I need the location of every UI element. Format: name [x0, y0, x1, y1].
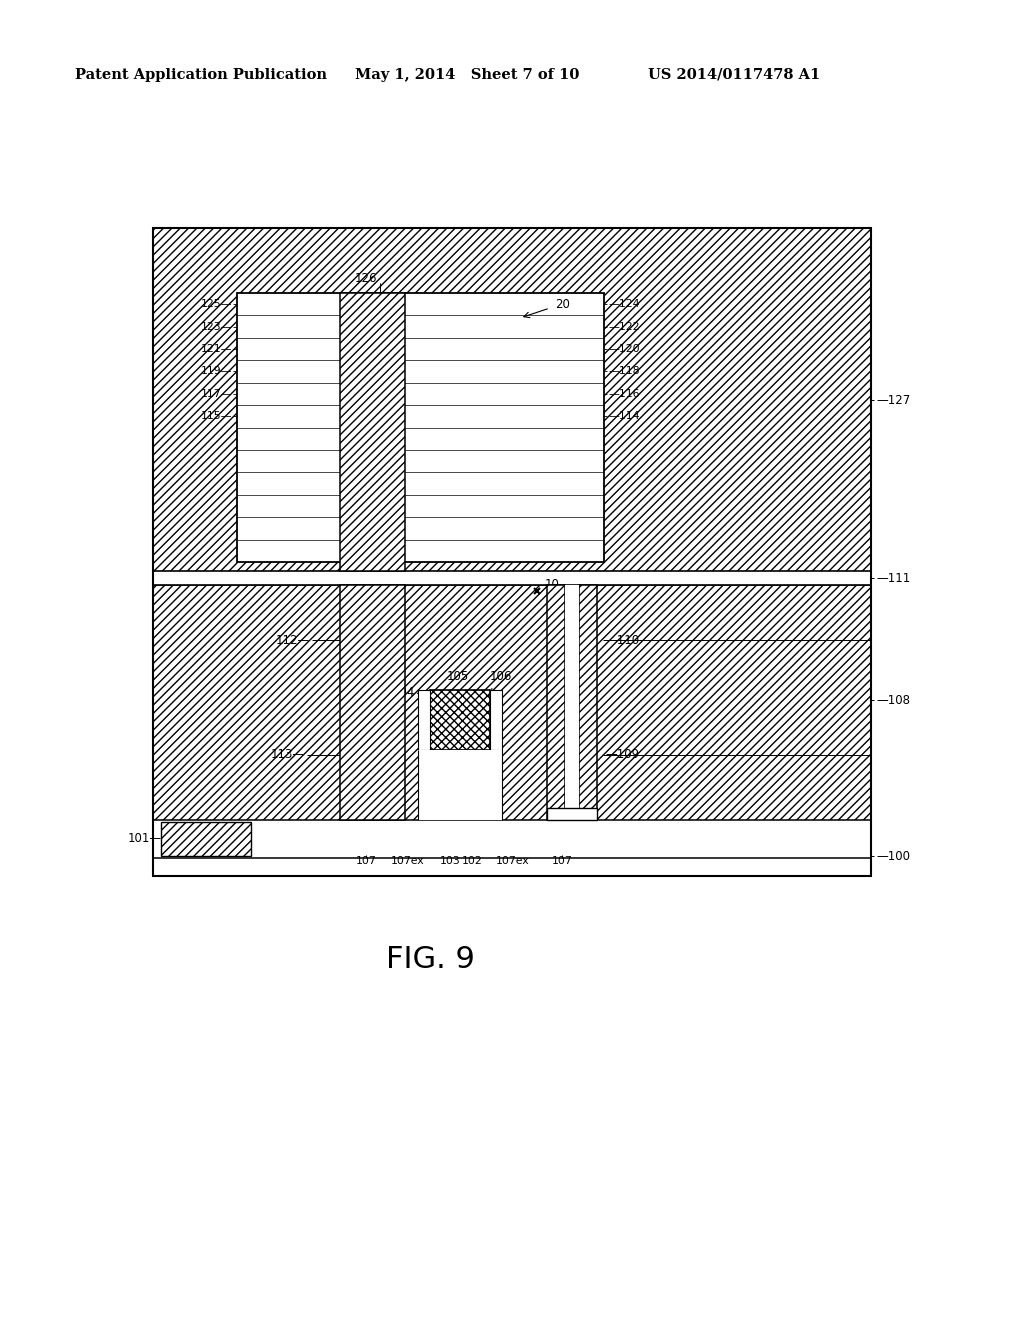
Bar — [237, 360, 604, 383]
Bar — [237, 450, 604, 473]
Text: Patent Application Publication: Patent Application Publication — [75, 69, 327, 82]
Text: 104: 104 — [392, 686, 415, 700]
Text: —118: —118 — [608, 367, 640, 376]
Text: —100: —100 — [876, 850, 910, 862]
Bar — [340, 585, 406, 820]
Text: —109: —109 — [605, 748, 639, 762]
Text: —108: —108 — [876, 693, 910, 706]
Text: 115—: 115— — [201, 412, 232, 421]
Bar — [237, 473, 604, 495]
Bar — [153, 572, 871, 585]
Text: —127: —127 — [876, 393, 910, 407]
Text: 107: 107 — [355, 855, 377, 866]
Text: 106: 106 — [490, 671, 512, 682]
Text: 117—: 117— — [201, 389, 232, 399]
Bar — [547, 585, 565, 820]
Text: —116: —116 — [608, 389, 640, 399]
Text: 121—: 121— — [201, 345, 232, 354]
Bar — [418, 690, 430, 750]
Bar — [153, 820, 871, 858]
Text: —111: —111 — [876, 572, 910, 585]
Text: —124: —124 — [608, 300, 640, 309]
Text: 103: 103 — [439, 855, 461, 866]
Bar — [237, 383, 604, 405]
Text: 10: 10 — [545, 578, 560, 591]
Text: 105: 105 — [447, 671, 469, 682]
Bar — [237, 405, 604, 428]
Bar — [237, 338, 604, 360]
Bar — [153, 228, 871, 876]
Text: 107ex: 107ex — [497, 855, 529, 866]
Bar — [237, 315, 604, 338]
Bar — [340, 293, 406, 572]
Bar — [161, 822, 251, 855]
Bar — [237, 293, 604, 562]
Text: 107: 107 — [552, 855, 572, 866]
Text: 113—: 113— — [271, 748, 305, 762]
Bar — [237, 293, 604, 315]
Text: 125—: 125— — [201, 300, 232, 309]
Text: —114: —114 — [608, 412, 640, 421]
Bar — [547, 808, 597, 820]
Text: —120: —120 — [608, 345, 640, 354]
Text: 119—: 119— — [201, 367, 232, 376]
Text: 126: 126 — [355, 272, 378, 285]
Text: 101—: 101— — [128, 833, 162, 846]
Text: 107ex: 107ex — [391, 855, 425, 866]
Text: 112—: 112— — [275, 634, 310, 647]
Bar — [237, 495, 604, 517]
Text: —122: —122 — [608, 322, 640, 331]
Bar — [565, 585, 579, 820]
Bar — [237, 517, 604, 540]
Text: FIG. 9: FIG. 9 — [386, 945, 474, 974]
Bar — [490, 690, 502, 750]
Text: 102: 102 — [462, 855, 482, 866]
Bar — [430, 690, 490, 750]
Bar — [153, 228, 871, 572]
Text: May 1, 2014   Sheet 7 of 10: May 1, 2014 Sheet 7 of 10 — [355, 69, 580, 82]
Text: 123—: 123— — [201, 322, 232, 331]
Bar — [418, 750, 502, 820]
Text: US 2014/0117478 A1: US 2014/0117478 A1 — [648, 69, 820, 82]
Text: 20: 20 — [555, 298, 570, 312]
Bar — [153, 858, 871, 876]
Text: —110: —110 — [605, 634, 639, 647]
Bar — [237, 540, 604, 562]
Bar — [237, 428, 604, 450]
Bar — [153, 585, 871, 820]
Bar — [579, 585, 597, 820]
